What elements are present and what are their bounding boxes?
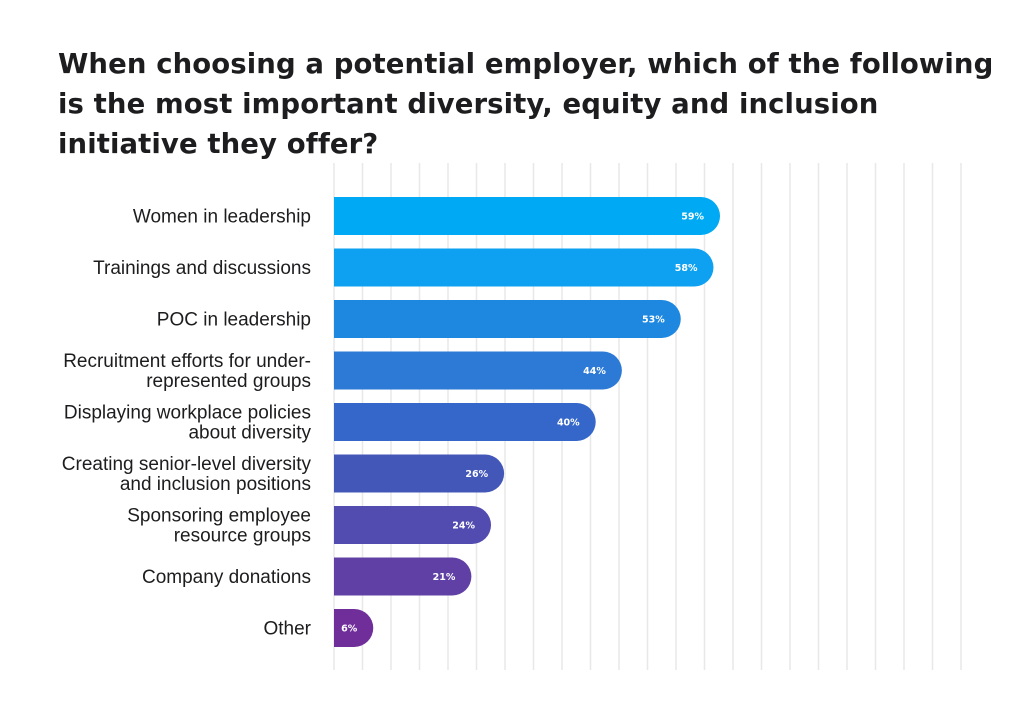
bar-1: [334, 197, 721, 236]
category-label: Other: [263, 619, 311, 640]
category-label-line: Sponsoring employee: [127, 506, 311, 527]
value-label: 24%: [452, 521, 475, 532]
bar-2: [334, 248, 714, 287]
category-label-line: about diversity: [188, 423, 311, 444]
category-label: Women in leadership: [133, 207, 311, 228]
value-label: 40%: [557, 418, 580, 429]
chart-title: When choosing a potential employer, whic…: [58, 48, 994, 160]
value-labels: 59% 58% 53% 44% 40% 26% 24% 21% 6%: [341, 212, 704, 635]
value-label: 58%: [675, 263, 698, 274]
category-labels: Women in leadership Trainings and discuss…: [62, 207, 312, 640]
category-label: Company donations: [142, 567, 311, 588]
bar-8: [334, 557, 472, 596]
bar-6: [334, 454, 505, 493]
bar-7: [334, 506, 492, 544]
category-label: POC in leadership: [157, 310, 311, 331]
value-label: 21%: [433, 572, 456, 583]
category-label: Displaying workplace policies about diver…: [64, 403, 312, 444]
category-label-line: Recruitment efforts for under-: [63, 351, 311, 372]
bar-3: [334, 300, 681, 338]
category-label: Sponsoring employee resource groups: [127, 506, 311, 547]
category-label-line: and inclusion positions: [120, 474, 311, 495]
value-label: 44%: [583, 366, 606, 377]
category-label: Creating senior-level diversity and inclu…: [62, 454, 312, 495]
category-label: Trainings and discussions: [93, 258, 311, 279]
bar-5: [334, 403, 596, 441]
category-label-line: represented groups: [146, 371, 311, 392]
value-label: 6%: [341, 624, 358, 635]
category-label: Recruitment efforts for under-represente…: [63, 351, 311, 392]
category-label-line: Creating senior-level diversity: [62, 454, 312, 475]
category-label-line: resource groups: [174, 526, 311, 547]
category-label-line: Displaying workplace policies: [64, 403, 311, 424]
value-label: 53%: [642, 315, 665, 326]
value-label: 26%: [465, 469, 488, 480]
bar-4: [334, 351, 622, 390]
bar-9: [334, 609, 374, 647]
bars: [334, 197, 721, 647]
value-label: 59%: [681, 212, 704, 223]
